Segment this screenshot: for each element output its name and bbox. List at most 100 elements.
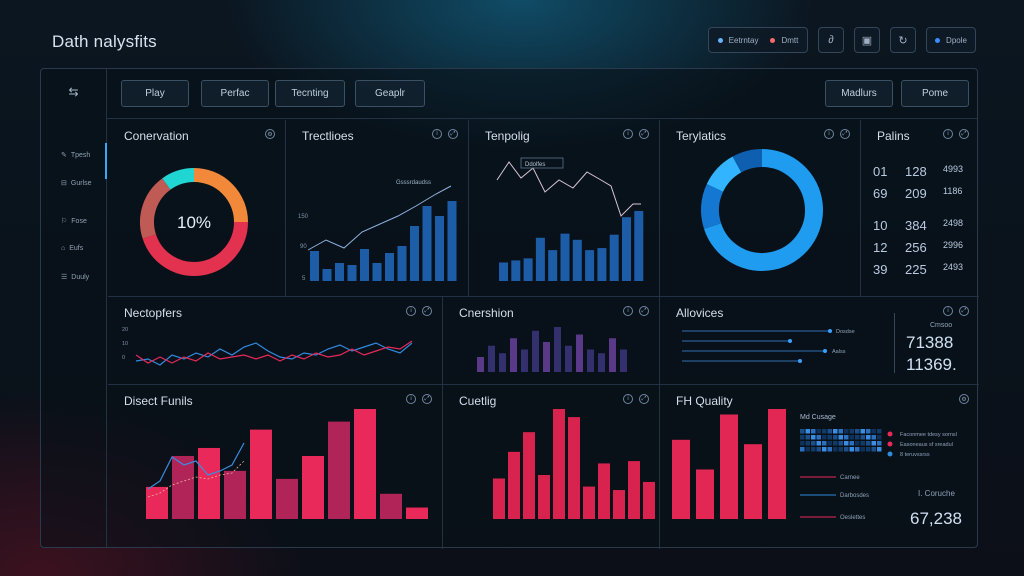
toolbar-button-play[interactable]: Play	[121, 80, 189, 107]
heatmap-cell	[811, 435, 816, 440]
toolbar-button-geaplr[interactable]: Geaplr	[355, 80, 425, 107]
bar-line-chart: Gsssrdaudss 150 90 5 0	[298, 180, 457, 282]
heatmap-cell	[822, 441, 827, 446]
chart-bar	[302, 455, 324, 519]
panel-title: Trectlioes	[302, 129, 354, 143]
sidebar-item-label: Tpesh	[70, 151, 91, 159]
info-icon[interactable]: i	[943, 306, 953, 316]
info-icon[interactable]: i	[623, 129, 633, 139]
heatmap-cell	[816, 441, 821, 446]
donut-slice	[142, 221, 248, 276]
chart-bar	[410, 226, 419, 281]
sidebar-item-4[interactable]: ⌂ Eufs	[61, 245, 83, 252]
info-icon[interactable]: i	[406, 306, 416, 316]
heatmap-cell	[827, 441, 832, 446]
sidebar-item-2[interactable]: ⊟ Gurlse	[61, 179, 92, 188]
chart-bar	[335, 263, 344, 281]
expand-icon[interactable]: ⤢	[959, 306, 969, 316]
stat-label: I. Coruche	[918, 489, 955, 498]
chart-bar	[250, 429, 272, 519]
toolbar-button-pome[interactable]: Pome	[901, 80, 969, 107]
expand-icon[interactable]: ⤢	[959, 129, 969, 139]
heatmap-cell	[871, 435, 876, 440]
heatmap-cell	[844, 447, 849, 452]
heatmap-cell	[849, 441, 854, 446]
app-title: Dath nalysfits	[52, 32, 157, 51]
window-icon-button[interactable]: ▣	[854, 27, 880, 53]
expand-icon[interactable]: ⤢	[639, 129, 649, 139]
chart-bar	[622, 217, 631, 281]
heatmap-cell	[855, 447, 860, 452]
cell: 384	[905, 218, 927, 233]
toolbar-button-perfac[interactable]: Perfac	[201, 80, 269, 107]
chart-bar	[643, 481, 655, 519]
cell: 2498	[943, 218, 964, 228]
heatmap-cell	[827, 447, 832, 452]
info-icon[interactable]: i	[623, 394, 633, 404]
expand-icon[interactable]: ⤢	[840, 129, 850, 139]
heatmap-cell	[816, 435, 821, 440]
chart-bar	[576, 334, 583, 372]
chart-bar	[310, 251, 319, 281]
trend-line-2	[147, 460, 245, 498]
toolbar-button-tecnting[interactable]: Tecnting	[275, 80, 345, 107]
chart-bar	[609, 234, 619, 281]
chart-bar	[435, 216, 444, 281]
cell: 69	[873, 186, 888, 201]
panel-cnershion: Cnershion i ⤢	[443, 297, 660, 385]
chart-bar	[510, 338, 517, 372]
value-primary: 71388	[906, 333, 954, 352]
sidebar-item-5[interactable]: ☰ Duuly	[61, 273, 89, 282]
chart-bar	[598, 463, 610, 519]
legend-line-label: Oeslettes	[840, 515, 865, 521]
expand-icon[interactable]: ⤢	[639, 394, 649, 404]
profile-button[interactable]: Dpole	[926, 27, 976, 53]
environment-label: Eetrntay	[728, 35, 759, 45]
bar-label: Aalss	[832, 349, 846, 355]
panel-tenpolig: Tenpolig i ⤢ Ddolfes	[469, 120, 660, 297]
cell: 2493	[943, 262, 964, 272]
heatmap-cell	[866, 441, 871, 446]
expand-icon[interactable]: ⤢	[422, 306, 432, 316]
value-label: Cmsoo	[930, 322, 953, 329]
refresh-icon-button[interactable]: ↻	[890, 27, 916, 53]
donut-chart: 10%	[140, 168, 248, 276]
chart-bar	[720, 414, 738, 519]
heatmap-cell	[833, 435, 838, 440]
heatmap-cell	[833, 447, 838, 452]
expand-icon[interactable]: ⤢	[448, 129, 458, 139]
toolbar-button-madlurs[interactable]: Madlurs	[825, 80, 893, 107]
heatmap-cell	[805, 429, 810, 434]
legend-item: Easoneaus sf sreadul	[900, 442, 953, 448]
sidebar-item-3[interactable]: ⚐ Fose	[61, 217, 87, 226]
heatmap-cell	[866, 435, 871, 440]
heatmap-cell	[805, 435, 810, 440]
list-icon: ☰	[61, 274, 68, 281]
cell: 12	[873, 240, 888, 255]
slider-thumb	[823, 349, 827, 353]
heatmap-cell	[877, 429, 882, 434]
chart-bar	[597, 248, 607, 281]
expand-icon[interactable]: ⤢	[639, 306, 649, 316]
sidebar: ⇆ ✎ Tpesh ⊟ Gurlse ⚐ Fose ⌂ Eufs ☰ Duuly	[41, 69, 107, 547]
heatmap-cell	[805, 447, 810, 452]
info-icon[interactable]: i	[623, 306, 633, 316]
cell: 209	[905, 186, 927, 201]
chart-bar	[535, 237, 545, 281]
trend-line	[496, 161, 641, 217]
menu-toggle-icon[interactable]: ⇆	[68, 85, 79, 99]
settings-icon[interactable]: ⚙	[959, 394, 969, 404]
sidebar-item-1[interactable]: ✎ Tpesh	[61, 151, 91, 160]
environment-button[interactable]: Eetrntay Dmtt	[708, 27, 808, 53]
settings-icon[interactable]: ⚙	[265, 129, 275, 139]
chart-bar	[620, 349, 627, 372]
info-icon[interactable]: i	[824, 129, 834, 139]
donut-slice	[706, 156, 742, 193]
info-icon[interactable]: i	[406, 394, 416, 404]
chart-bar	[422, 206, 432, 281]
sidebar-item-label: Eufs	[69, 245, 84, 252]
info-icon[interactable]: i	[943, 129, 953, 139]
expand-icon[interactable]: ⤢	[422, 394, 432, 404]
info-icon[interactable]: i	[432, 129, 442, 139]
link-icon-button[interactable]: ∂	[818, 27, 844, 53]
